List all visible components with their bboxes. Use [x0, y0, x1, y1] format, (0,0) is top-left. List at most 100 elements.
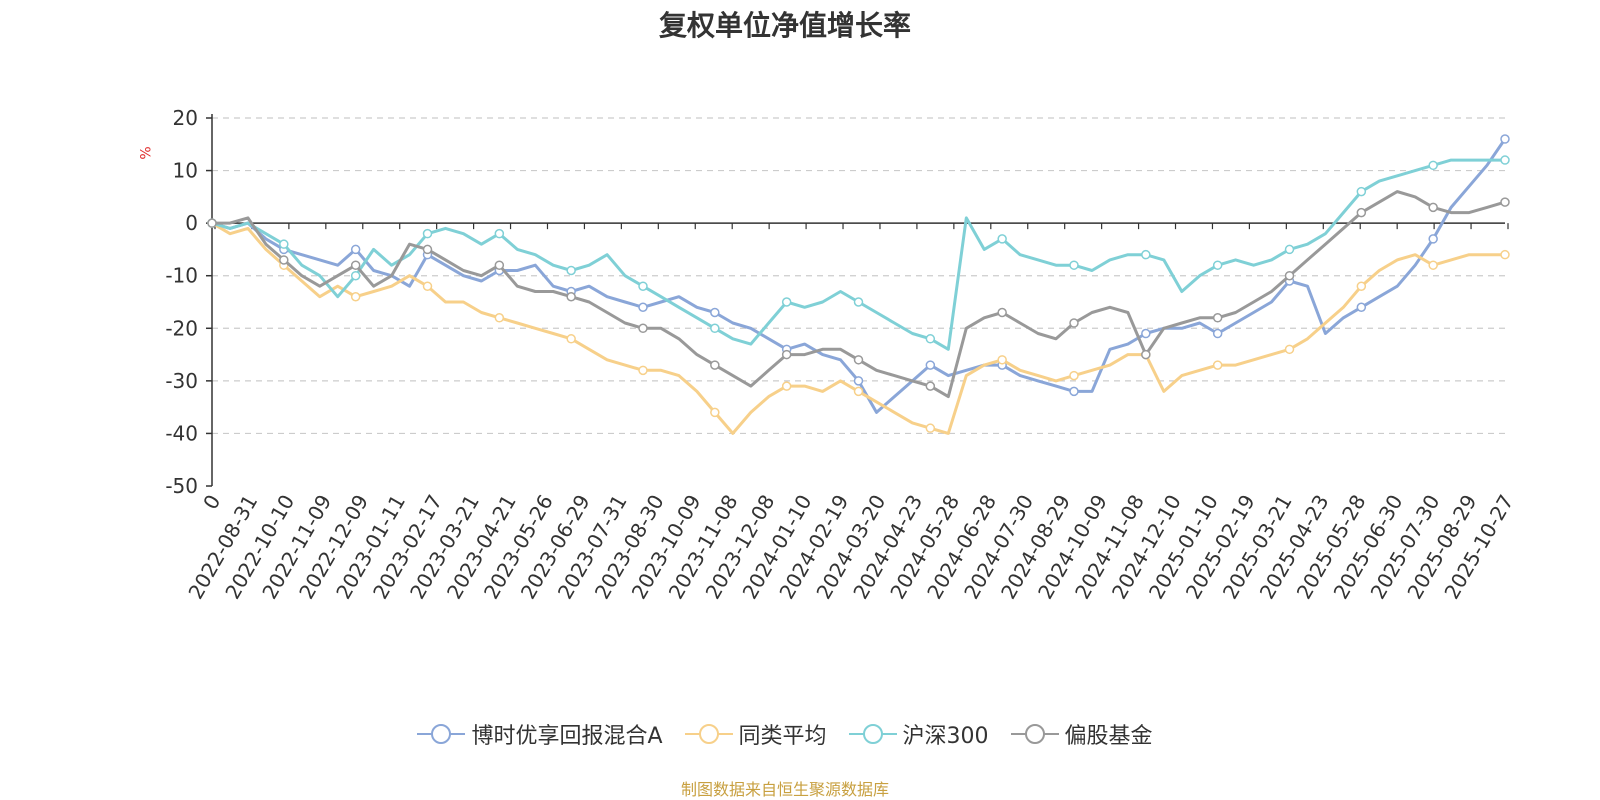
data-point[interactable] [925, 360, 936, 370]
data-point[interactable] [1500, 197, 1510, 207]
data-point[interactable] [638, 281, 648, 291]
data-point[interactable] [1212, 360, 1223, 370]
data-point[interactable] [1069, 318, 1079, 328]
data-point[interactable] [566, 291, 576, 302]
data-point[interactable] [1212, 313, 1223, 323]
data-point[interactable] [1356, 302, 1367, 313]
data-point[interactable] [925, 381, 936, 391]
series-line [211, 221, 1505, 435]
data-point[interactable] [207, 218, 217, 228]
data-point[interactable] [1500, 249, 1510, 260]
data-point[interactable] [1069, 370, 1079, 381]
data-point[interactable] [1428, 234, 1438, 244]
data-point[interactable] [1284, 344, 1295, 355]
line-chart: 20 10 0 -10 -20 -30 -40 -50 02022-08-312022-10-… [165, 106, 1518, 603]
y-tick-label: -20 [165, 316, 198, 340]
data-point[interactable] [566, 265, 576, 276]
data-point[interactable] [1212, 328, 1223, 339]
series-line [211, 158, 1505, 351]
y-tick-label: 10 [173, 159, 198, 183]
legend-label-peer-average: 同类平均 [738, 724, 827, 749]
data-point[interactable] [925, 423, 936, 433]
data-point[interactable] [1356, 207, 1367, 218]
data-point[interactable] [350, 291, 361, 302]
legend-marker-equity-funds-icon [1010, 724, 1059, 744]
legend-label-equity-funds: 偏股基金 [1064, 724, 1153, 749]
y-tick-labels: 20 10 0 -10 -20 -30 -40 -50 [165, 106, 198, 498]
data-point[interactable] [494, 313, 505, 323]
series-2 [207, 155, 1510, 351]
series-lines [207, 134, 1510, 435]
data-point[interactable] [422, 228, 433, 239]
data-point[interactable] [494, 228, 505, 239]
series-0 [207, 134, 1510, 414]
legend: 博时优享回报混合A 同类平均 沪深300 偏股基金 [0, 718, 1570, 750]
legend-item-hs300[interactable]: 沪深300 [848, 718, 989, 750]
data-point[interactable] [1069, 386, 1079, 397]
data-point[interactable] [710, 360, 720, 370]
data-point[interactable] [422, 281, 433, 291]
y-tick-label: -40 [165, 421, 198, 445]
data-point[interactable] [1069, 260, 1079, 270]
y-tick-label: -50 [165, 474, 198, 498]
data-point[interactable] [853, 386, 864, 397]
data-point[interactable] [1500, 134, 1510, 144]
data-point[interactable] [638, 302, 648, 313]
data-point[interactable] [638, 323, 648, 334]
data-point[interactable] [853, 297, 864, 307]
data-point[interactable] [1141, 349, 1151, 360]
data-point[interactable] [710, 407, 720, 418]
data-point[interactable] [781, 297, 792, 307]
x-tick-label: 0 [198, 491, 225, 514]
legend-item-fund[interactable]: 博时优享回报混合A [417, 718, 663, 750]
axes [206, 114, 1509, 487]
data-point[interactable] [350, 270, 361, 281]
legend-item-equity-funds[interactable]: 偏股基金 [1010, 718, 1153, 750]
data-point[interactable] [566, 334, 576, 344]
series-3 [207, 190, 1510, 399]
data-point[interactable] [1284, 244, 1295, 255]
data-point[interactable] [1141, 328, 1151, 339]
legend-marker-peer-average-icon [684, 724, 733, 744]
data-point[interactable] [997, 355, 1007, 365]
data-point[interactable] [350, 244, 361, 255]
data-point[interactable] [1284, 270, 1295, 281]
source-footer: 制图数据来自恒生聚源数据库 [680, 780, 889, 799]
legend-label-hs300: 沪深300 [902, 724, 989, 749]
data-point[interactable] [422, 244, 433, 255]
data-point[interactable] [710, 323, 720, 334]
data-point[interactable] [350, 260, 361, 270]
y-tick-label: -30 [165, 369, 198, 393]
x-tick-labels: 02022-08-312022-10-102022-11-092022-12-0… [183, 490, 1518, 603]
data-point[interactable] [1500, 155, 1510, 165]
data-point[interactable] [1428, 260, 1438, 270]
data-point[interactable] [781, 381, 792, 391]
y-tick-label: 20 [173, 106, 198, 130]
data-point[interactable] [997, 234, 1007, 244]
data-point[interactable] [279, 239, 289, 249]
legend-label-fund: 博时优享回报混合A [471, 724, 663, 749]
data-point[interactable] [1428, 160, 1438, 171]
data-point[interactable] [494, 260, 505, 270]
data-point[interactable] [710, 307, 720, 318]
data-point[interactable] [853, 355, 864, 365]
series-1 [207, 218, 1510, 435]
data-point[interactable] [1212, 260, 1223, 270]
y-tick-label: -10 [165, 264, 198, 288]
data-point[interactable] [1141, 249, 1151, 260]
legend-item-peer-average[interactable]: 同类平均 [684, 718, 827, 750]
grid-lines [212, 117, 1505, 435]
data-point[interactable] [997, 307, 1007, 318]
data-point[interactable] [781, 349, 792, 360]
series-line [211, 138, 1507, 414]
data-point[interactable] [1428, 202, 1438, 213]
data-point[interactable] [925, 334, 936, 344]
data-point[interactable] [279, 255, 289, 265]
data-point[interactable] [1356, 186, 1367, 197]
data-point[interactable] [1356, 281, 1367, 291]
data-point[interactable] [853, 376, 864, 386]
y-tick-label: 0 [185, 211, 198, 235]
legend-marker-fund-icon [417, 724, 466, 744]
chart-title: 复权单位净值增长率 [658, 9, 911, 42]
data-point[interactable] [638, 365, 648, 376]
